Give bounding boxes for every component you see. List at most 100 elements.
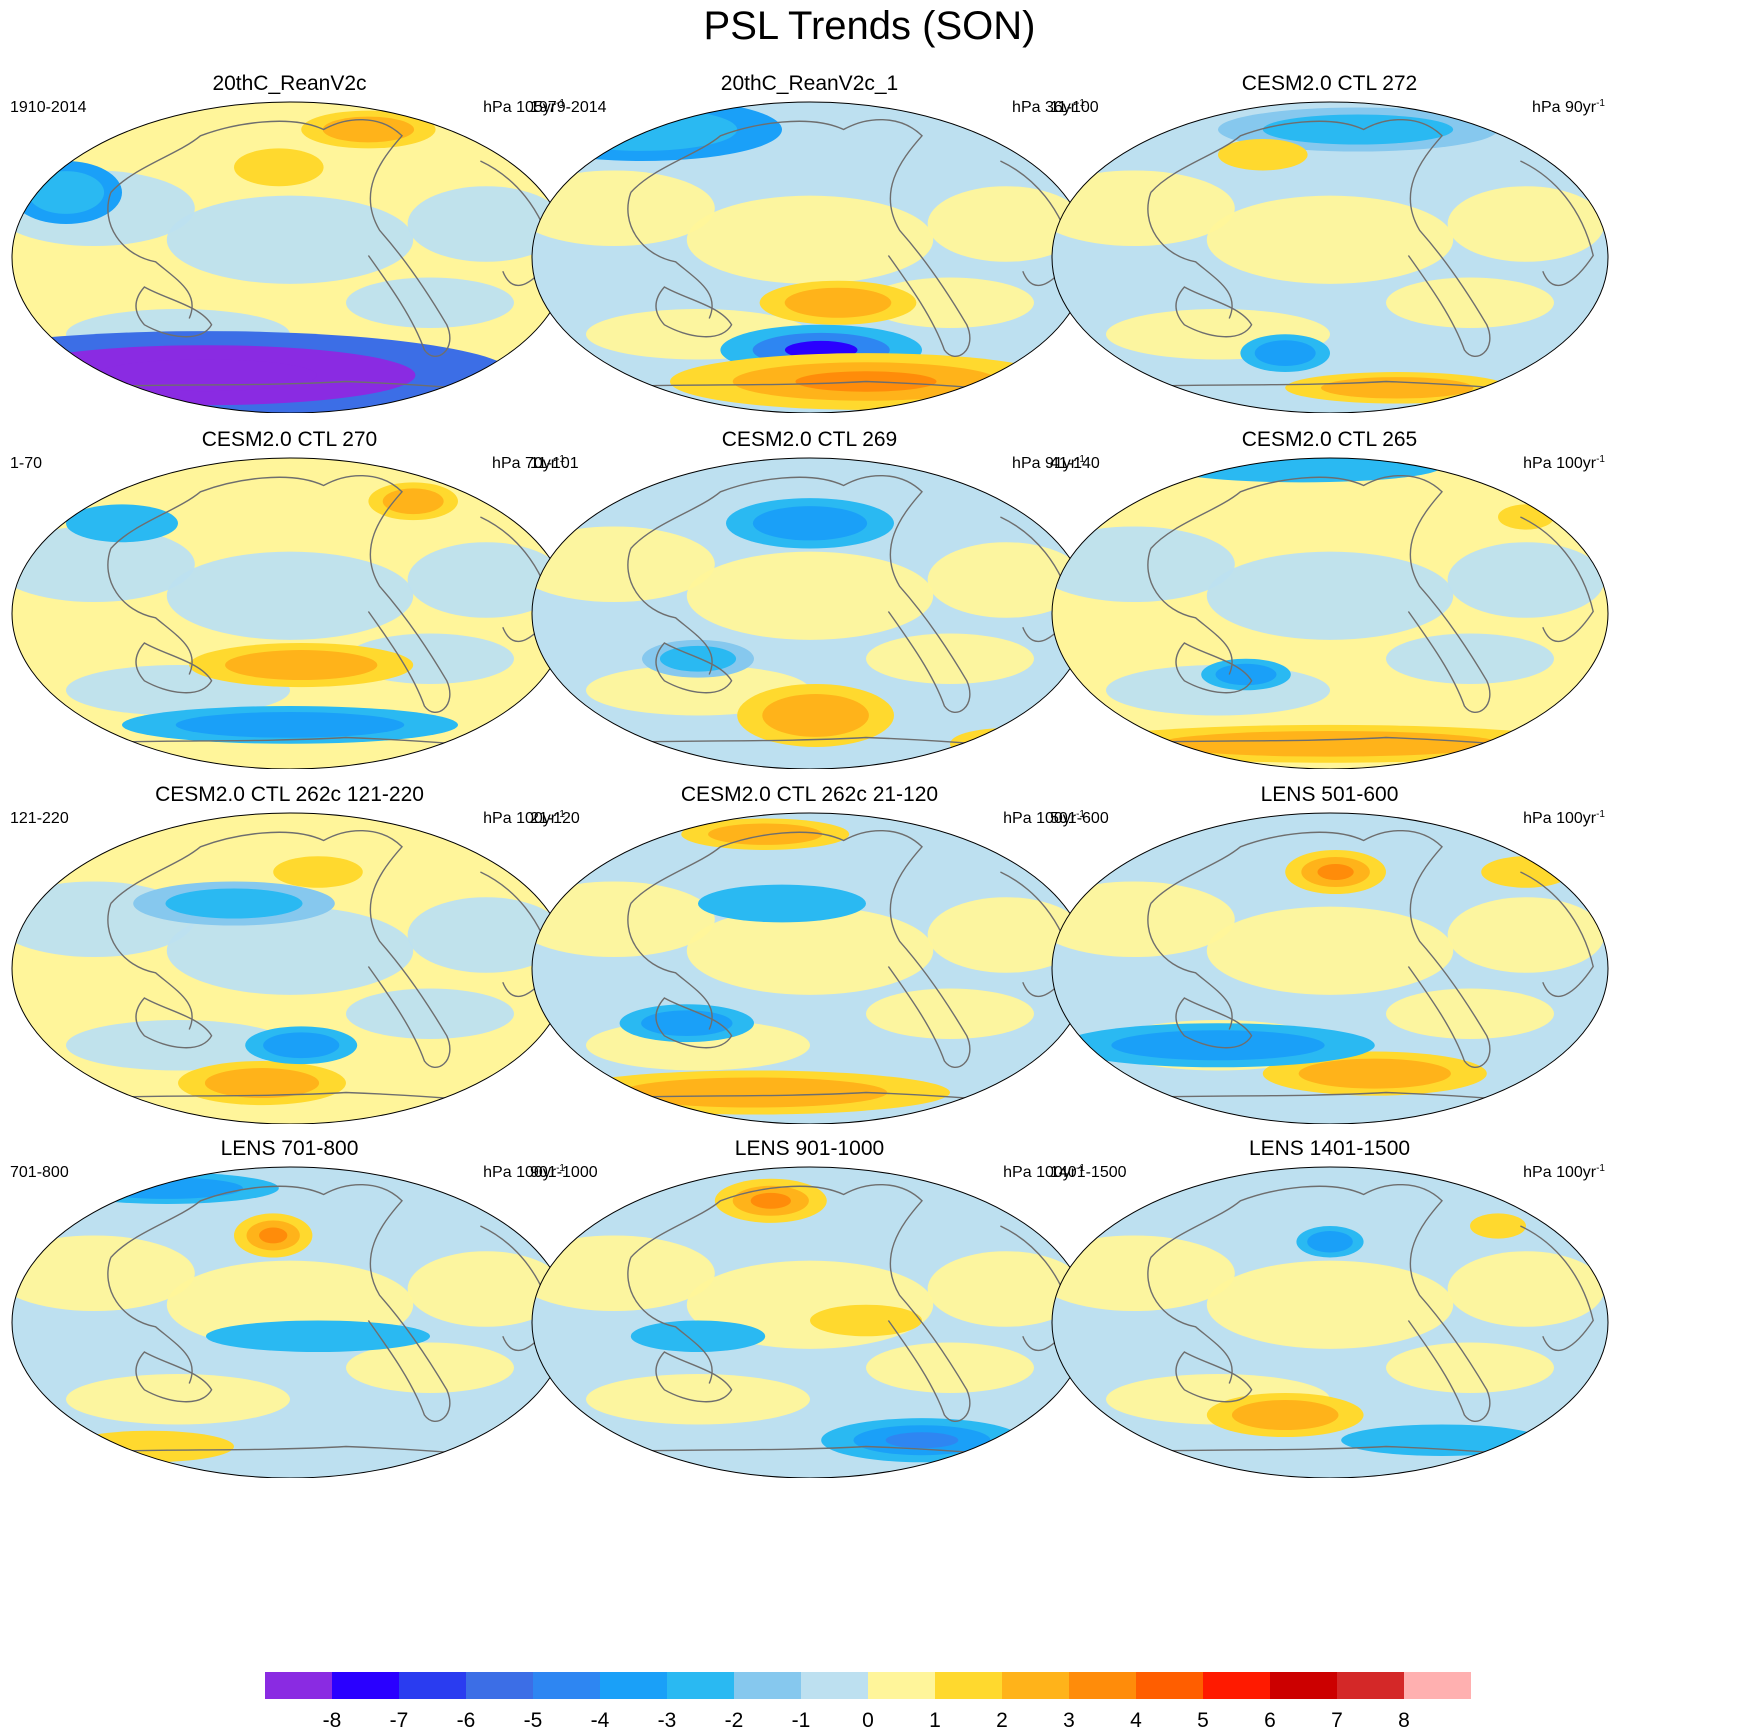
anomaly-patch bbox=[346, 277, 514, 328]
contour-level bbox=[175, 712, 405, 738]
anomaly-patch bbox=[1386, 1342, 1554, 1393]
coastline bbox=[1175, 642, 1253, 694]
anomaly-patch bbox=[166, 195, 414, 284]
units-exponent: -1 bbox=[1596, 809, 1605, 820]
coastline bbox=[1175, 1351, 1253, 1403]
units-text: hPa 91yr bbox=[1012, 455, 1077, 472]
panel-period: 501-600 bbox=[1050, 810, 1109, 827]
units-exponent: -1 bbox=[1076, 454, 1085, 465]
globe-map bbox=[1051, 457, 1609, 769]
coastline bbox=[1520, 1225, 1594, 1351]
panel-period: 11-100 bbox=[1050, 99, 1099, 116]
units-text: hPa 100yr bbox=[483, 810, 557, 827]
contour-level bbox=[1254, 340, 1316, 367]
anomaly-patch bbox=[407, 186, 565, 262]
panel-units: hPa 105yr-1 bbox=[483, 94, 565, 118]
units-text: hPa 90yr bbox=[1532, 99, 1597, 116]
coastline bbox=[630, 474, 971, 713]
panel-title: CESM2.0 CTL 262c 21-120 bbox=[680, 783, 939, 806]
panel-units: hPa 100yr-1 bbox=[483, 1159, 565, 1183]
colorbar-swatch bbox=[466, 1672, 533, 1699]
panel-period: 1-70 bbox=[10, 455, 43, 472]
anomaly-patch bbox=[532, 526, 715, 603]
colorbar-label: 1 bbox=[929, 1709, 941, 1732]
contour-level bbox=[165, 888, 303, 919]
anomaly-patch bbox=[1206, 195, 1454, 284]
coastline bbox=[627, 1257, 713, 1384]
anomaly-patch bbox=[927, 1251, 1085, 1327]
colorbar-label: 8 bbox=[1398, 1709, 1410, 1732]
coastline bbox=[1520, 160, 1594, 286]
coastline bbox=[135, 997, 213, 1049]
contour-level bbox=[1218, 138, 1308, 171]
panel-period: 1979-2014 bbox=[530, 99, 607, 116]
units-text: hPa 100yr bbox=[1003, 810, 1077, 827]
panel-units: hPa 91yr-1 bbox=[1012, 450, 1085, 474]
coastline bbox=[1147, 548, 1233, 675]
anomaly-patch bbox=[532, 170, 715, 247]
colorbar-label: 5 bbox=[1197, 1709, 1209, 1732]
colorbar-label: 2 bbox=[996, 1709, 1008, 1732]
panel-units: hPa 90yr-1 bbox=[1532, 94, 1605, 118]
panel-title: LENS 501-600 bbox=[1260, 783, 1399, 806]
coastline bbox=[1150, 118, 1491, 357]
map-panel: LENS 501-600 501-600 hPa 100yr-1 bbox=[1040, 783, 1619, 1178]
panel-title: CESM2.0 CTL 262c 121-220 bbox=[155, 783, 424, 806]
coastline bbox=[1175, 997, 1253, 1049]
panel-units: hPa 100yr-1 bbox=[1003, 805, 1085, 829]
globe-map bbox=[11, 457, 569, 769]
contour-level bbox=[1231, 1400, 1339, 1430]
globe-map bbox=[1051, 101, 1609, 413]
contour-level bbox=[1470, 1213, 1526, 1239]
panel-title: LENS 901-1000 bbox=[734, 1137, 885, 1160]
colorbar-label: 7 bbox=[1331, 1709, 1343, 1732]
units-text: hPa 36yr bbox=[1012, 99, 1077, 116]
contour-level bbox=[263, 1032, 340, 1059]
panel-title: 20thC_ReanV2c_1 bbox=[720, 72, 899, 95]
coastline bbox=[1150, 474, 1491, 713]
units-text: hPa 100yr bbox=[1523, 1164, 1597, 1181]
globe-map bbox=[531, 457, 1089, 769]
contour-level bbox=[225, 650, 378, 681]
units-exponent: -1 bbox=[1076, 98, 1085, 109]
panel-units: hPa 70yr-1 bbox=[492, 450, 565, 474]
anomaly-patch bbox=[12, 1235, 195, 1312]
contour-level bbox=[204, 1068, 320, 1099]
panel-title: CESM2.0 CTL 272 bbox=[1241, 72, 1418, 95]
anomaly-patch bbox=[1052, 526, 1235, 603]
units-text: hPa 100yr bbox=[1523, 810, 1597, 827]
contour-level bbox=[95, 359, 317, 392]
colorbar-swatch bbox=[533, 1672, 600, 1699]
contour-level bbox=[233, 148, 324, 187]
contour-level bbox=[259, 1227, 288, 1244]
panel-units: hPa 100yr-1 bbox=[1523, 450, 1605, 474]
coastline bbox=[1150, 1183, 1491, 1422]
units-exponent: -1 bbox=[1076, 809, 1085, 820]
colorbar-label: 3 bbox=[1063, 1709, 1075, 1732]
anomaly-patch bbox=[1386, 633, 1554, 684]
colorbar-swatch bbox=[265, 1672, 332, 1699]
coastline bbox=[1520, 871, 1594, 997]
map-panel: LENS 901-1000 901-1000 hPa 100yr-1 bbox=[520, 1137, 1099, 1532]
contour-level bbox=[1111, 1030, 1325, 1061]
contour-level bbox=[630, 1320, 766, 1352]
coastline bbox=[135, 286, 213, 338]
contour-level bbox=[1307, 1231, 1353, 1253]
anomaly-patch bbox=[1206, 906, 1454, 995]
anomaly-patch bbox=[1052, 881, 1235, 958]
anomaly-patch bbox=[927, 186, 1085, 262]
anomaly-patch bbox=[866, 988, 1034, 1039]
anomaly-patch bbox=[1447, 186, 1605, 262]
map-panel: LENS 1401-1500 1401-1500 hPa 100yr-1 bbox=[1040, 1137, 1619, 1532]
globe-map bbox=[1051, 1166, 1609, 1478]
units-exponent: -1 bbox=[1596, 1163, 1605, 1174]
units-text: hPa 70yr bbox=[492, 455, 557, 472]
anomaly-patch bbox=[66, 1020, 290, 1071]
panel-period: 41-140 bbox=[1050, 455, 1100, 472]
contour-level bbox=[762, 694, 869, 737]
map-border bbox=[1051, 101, 1609, 413]
colorbar-swatch bbox=[600, 1672, 667, 1699]
coastline bbox=[110, 118, 451, 357]
panel-title: LENS 1401-1500 bbox=[1248, 1137, 1411, 1160]
